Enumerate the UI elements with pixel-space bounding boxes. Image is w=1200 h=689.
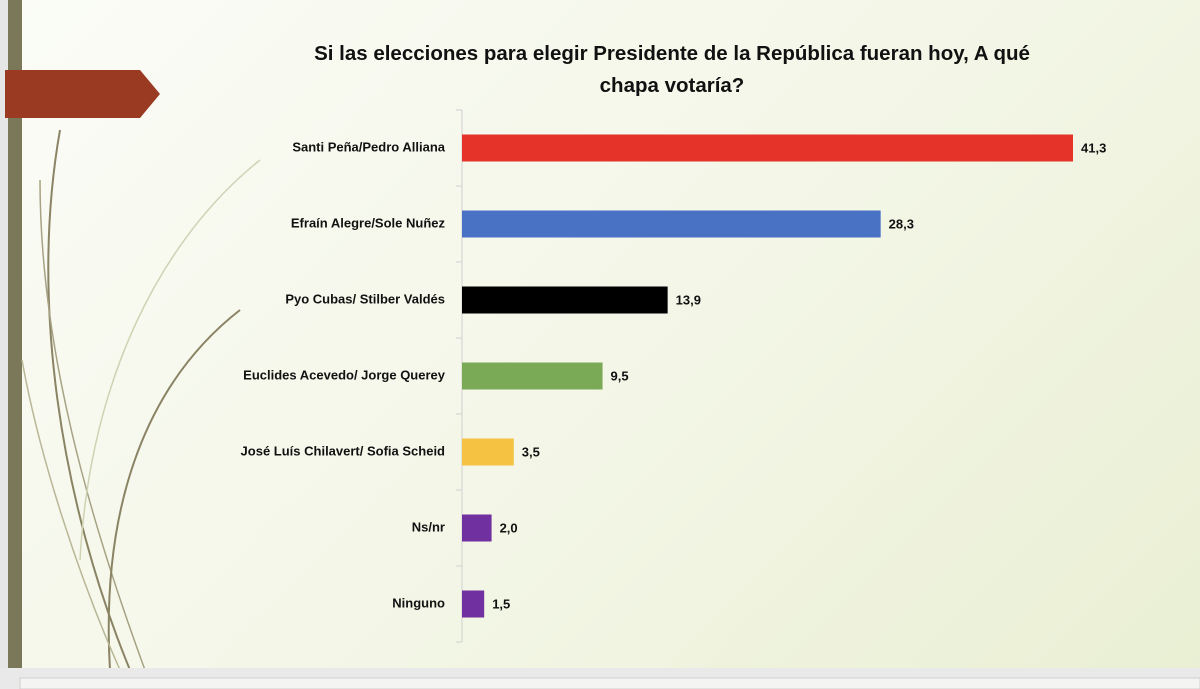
bar [462, 134, 1073, 162]
decor-curve [107, 309, 241, 671]
edge [0, 0, 8, 689]
decor-arrow [5, 70, 160, 118]
category-label: Ninguno [392, 595, 445, 610]
bar [462, 438, 514, 466]
bar [462, 362, 603, 390]
value-label: 1,5 [492, 596, 510, 611]
decor-curve [21, 359, 121, 671]
next-slide [19, 677, 1200, 689]
value-label: 2,0 [500, 520, 518, 535]
decor-curve [39, 179, 146, 671]
bar [462, 210, 881, 238]
chart-title: Si las elecciones para elegir Presidente… [314, 42, 1030, 97]
value-label: 3,5 [522, 444, 540, 459]
category-label: Efraín Alegre/Sole Nuñez [291, 215, 446, 230]
category-label: Santi Peña/Pedro Alliana [292, 139, 445, 154]
bar [462, 590, 485, 618]
value-label: 28,3 [889, 216, 914, 231]
category-label: Pyo Cubas/ Stilber Valdés [285, 291, 445, 306]
value-label: 13,9 [676, 292, 701, 307]
decor-curve [79, 159, 261, 561]
decor-curve [47, 129, 131, 671]
value-label: 9,5 [611, 368, 629, 383]
bar [462, 514, 492, 542]
category-label: José Luís Chilavert/ Sofia Scheid [241, 443, 446, 458]
value-label: 41,3 [1081, 140, 1106, 155]
bar [462, 286, 668, 314]
category-label: Euclides Acevedo/ Jorge Querey [243, 367, 446, 382]
side-strip [8, 0, 22, 670]
category-label: Ns/nr [412, 519, 445, 534]
